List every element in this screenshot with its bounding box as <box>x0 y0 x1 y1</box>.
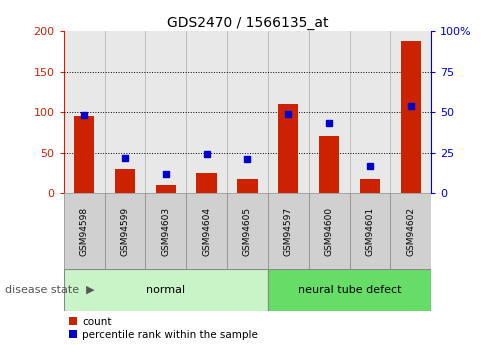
Bar <box>156 185 176 193</box>
Bar <box>268 269 431 310</box>
Bar <box>349 31 391 193</box>
Bar <box>237 179 258 193</box>
Bar <box>64 269 268 310</box>
Text: GSM94605: GSM94605 <box>243 207 252 256</box>
Bar <box>309 31 349 193</box>
Bar <box>391 31 431 193</box>
Bar <box>196 173 217 193</box>
Text: GSM94597: GSM94597 <box>284 207 293 256</box>
Bar <box>278 104 298 193</box>
Bar <box>391 193 431 269</box>
Bar <box>74 116 94 193</box>
Text: GSM94599: GSM94599 <box>121 207 129 256</box>
Legend: count, percentile rank within the sample: count, percentile rank within the sample <box>69 317 258 340</box>
Bar <box>104 31 146 193</box>
Text: GSM94604: GSM94604 <box>202 207 211 256</box>
Bar <box>268 193 309 269</box>
Bar <box>64 193 104 269</box>
Bar <box>146 193 186 269</box>
Text: neural tube defect: neural tube defect <box>298 285 401 295</box>
Text: GSM94603: GSM94603 <box>161 207 171 256</box>
Bar <box>186 193 227 269</box>
Bar <box>227 193 268 269</box>
Bar <box>401 41 421 193</box>
Text: GSM94602: GSM94602 <box>406 207 416 256</box>
Text: normal: normal <box>146 285 185 295</box>
Bar <box>104 193 146 269</box>
Title: GDS2470 / 1566135_at: GDS2470 / 1566135_at <box>167 16 328 30</box>
Bar <box>146 31 186 193</box>
Bar <box>360 179 380 193</box>
Bar <box>186 31 227 193</box>
Bar <box>309 193 349 269</box>
Text: GSM94601: GSM94601 <box>366 207 374 256</box>
Text: disease state  ▶: disease state ▶ <box>5 285 95 295</box>
Bar <box>268 31 309 193</box>
Bar <box>319 136 339 193</box>
Bar <box>349 193 391 269</box>
Text: GSM94600: GSM94600 <box>324 207 334 256</box>
Text: GSM94598: GSM94598 <box>79 207 89 256</box>
Bar <box>64 31 104 193</box>
Bar <box>115 169 135 193</box>
Bar <box>227 31 268 193</box>
